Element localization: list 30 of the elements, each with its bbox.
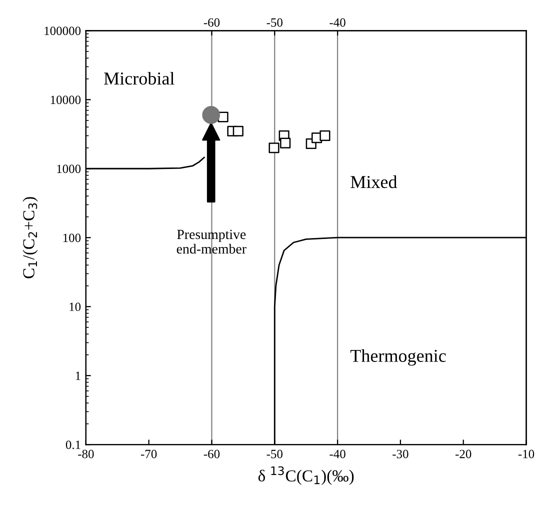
y-tick-label: 1 — [76, 372, 80, 380]
y-tick-label: 100000 — [44, 26, 81, 36]
x-tick-label: -40 — [330, 450, 346, 458]
y-tick-label: 1000 — [57, 164, 81, 174]
point — [218, 112, 228, 122]
y-tick-label: 0.1 — [66, 440, 80, 450]
x2-tick-label: -40 — [330, 18, 346, 27]
point — [232, 126, 244, 136]
annotation: Presumptive end-member — [176, 230, 246, 254]
point — [280, 138, 291, 148]
x2-tick-label: -50 — [266, 18, 282, 27]
x-axis-title: δ $^{13}$C(C$_{1}$)(‰) — [258, 466, 354, 485]
y-tick-label: 100 — [63, 234, 81, 242]
x-tick-label: -70 — [140, 450, 157, 458]
x-tick-label: -30 — [392, 450, 408, 458]
y-axis-title: C$_{1}$/(C$_{2}$+C$_{3}$) — [22, 197, 38, 278]
y-tick-label: 10 — [70, 302, 81, 312]
point — [268, 142, 280, 154]
x2-tick-label: -60 — [204, 18, 220, 27]
x-tick-label: -80 — [78, 450, 94, 458]
x-tick-label: -50 — [266, 450, 282, 458]
x-tick-label: -60 — [204, 450, 220, 458]
annotation: Microbial — [104, 72, 174, 85]
annotation: Mixed — [350, 175, 398, 188]
annotation: Thermogenic — [350, 349, 446, 366]
x-tick-label: -20 — [455, 450, 472, 458]
x-tick-label: -10 — [518, 450, 534, 458]
point — [202, 106, 220, 124]
point — [320, 130, 330, 141]
y-tick-label: 10000 — [50, 96, 81, 104]
